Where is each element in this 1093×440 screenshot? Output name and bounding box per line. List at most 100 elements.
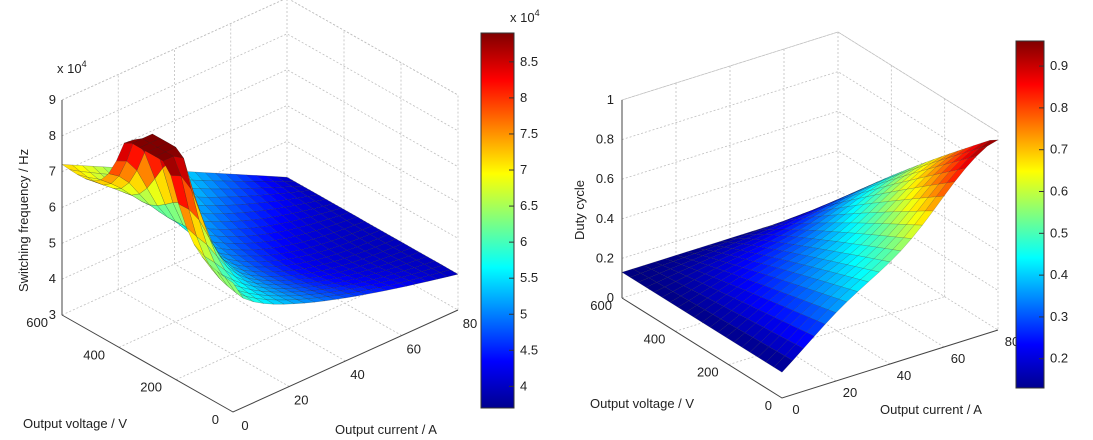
surface-patch	[949, 157, 969, 172]
left-colorbar-tick: 8	[520, 90, 527, 105]
surface-patch	[924, 195, 945, 212]
left-z-exponent: x 104	[57, 59, 87, 76]
left-colorbar-tick: 6	[520, 234, 527, 249]
surface-patch	[917, 166, 937, 179]
surface-patch	[815, 222, 835, 232]
left-y-tick: 0	[212, 412, 219, 427]
right-colorbar-ticks: 0.2 0.3 0.4 0.5 0.6 0.7 0.8 0.9	[1039, 58, 1068, 366]
right-z-tick: 0.8	[596, 132, 614, 147]
surface-patch	[755, 313, 775, 328]
left-x-tick: 20	[294, 393, 308, 408]
surface-patch	[793, 264, 813, 276]
left-colorbar-tick: 5	[520, 306, 527, 321]
surface-patch	[707, 290, 727, 303]
left-x-tick: 80	[463, 316, 477, 331]
right-z-axis-label: Duty cycle	[572, 180, 587, 240]
left-y-tick: 400	[83, 347, 105, 362]
left-colorbar-tick: 4	[520, 378, 527, 393]
surface-patch	[784, 343, 804, 361]
right-z-tick: 0	[607, 290, 614, 305]
surface-patch	[779, 324, 799, 341]
left-colorbar-tick: 7.5	[520, 126, 538, 141]
right-z-tick: 1	[607, 92, 614, 107]
right-x-axis-label: Output current / A	[880, 402, 982, 417]
surface-patch	[801, 266, 821, 278]
right-colorbar-tick: 0.8	[1050, 100, 1068, 115]
surface-patch	[925, 164, 945, 178]
left-x-axis-label: Output current / A	[335, 422, 437, 437]
surface-patch	[790, 223, 812, 231]
right-y-tick: 600	[590, 298, 612, 313]
surface-patch	[879, 223, 899, 237]
surface-patch	[838, 289, 858, 303]
surface-patch	[816, 309, 837, 325]
surface-patch	[691, 283, 711, 295]
left-colorbar-tick: 8.5	[520, 54, 538, 69]
surface-patch	[806, 320, 826, 337]
surface-patch	[771, 320, 791, 337]
right-x-tick: 60	[951, 351, 965, 366]
left-colorbar-tick: 4.5	[520, 342, 538, 357]
surface-patch	[721, 248, 741, 256]
duty-cycle-surface	[621, 139, 999, 373]
surface-patch	[683, 279, 703, 290]
right-colorbar-tick: 0.3	[1050, 309, 1068, 324]
surface-patch	[715, 294, 735, 307]
left-y-tick: 600	[26, 315, 48, 330]
left-x-tick: 40	[350, 367, 364, 382]
left-z-tick: 8	[49, 128, 56, 143]
left-colorbar-tick: 5.5	[520, 270, 538, 285]
surface-patch	[785, 262, 805, 273]
surface-patch	[777, 260, 797, 271]
right-y-tick: 200	[697, 365, 719, 380]
surface-patch	[787, 328, 807, 345]
surface-patch	[773, 355, 794, 373]
right-axes-lines	[621, 100, 999, 399]
right-colorbar	[1015, 40, 1045, 389]
left-z-tick: 4	[49, 271, 56, 286]
surface-patch	[713, 246, 734, 254]
surface-patch	[747, 309, 767, 324]
left-colorbar-exponent: x 104	[510, 8, 540, 25]
left-y-axis-label: Output voltage / V	[23, 416, 127, 431]
surface-patch	[731, 301, 751, 315]
surface-patch	[653, 258, 674, 266]
surface-patch	[807, 222, 827, 231]
left-z-tick: 7	[49, 164, 56, 179]
left-z-tick: 9	[49, 92, 56, 107]
left-axes-lines	[61, 100, 459, 413]
left-z-tick: 3	[49, 307, 56, 322]
frequency-surface	[61, 133, 459, 305]
surface-patch	[769, 259, 789, 269]
right-y-axis-label: Output voltage / V	[590, 396, 694, 411]
surface-patch	[688, 262, 709, 271]
right-colorbar-tick: 0.7	[1050, 142, 1068, 157]
surface-patch	[659, 268, 679, 278]
surface-patch	[847, 222, 867, 234]
left-x-tick: 0	[241, 418, 248, 433]
left-colorbar	[480, 32, 515, 409]
surface-patch	[933, 162, 953, 176]
right-x-tick: 20	[843, 385, 857, 400]
surface-patch	[809, 269, 829, 280]
surface-patch	[675, 275, 695, 286]
left-y-tick: 200	[140, 380, 162, 395]
surface-patch	[795, 332, 815, 349]
right-x-tick: 40	[897, 368, 911, 383]
surface-patch	[763, 316, 783, 332]
right-y-tick: 400	[644, 331, 666, 346]
surface-patch	[723, 298, 743, 311]
right-colorbar-tick: 0.2	[1050, 351, 1068, 366]
left-colorbar-ticks: 4 4.5 5 5.5 6 6.5 7 7.5 8 8.5	[509, 54, 538, 393]
surface-patch	[881, 249, 902, 263]
left-z-tick: 6	[49, 200, 56, 215]
surface-patch	[827, 298, 848, 313]
surface-patch	[697, 244, 717, 250]
left-x-tick: 60	[407, 342, 421, 357]
surface-patch	[823, 222, 843, 232]
frequency-surface-plot: 3 4 5 6 7 8 9 0 20 40 60 80 0 200 400 600 x 104 Switchi…	[16, 0, 540, 437]
right-z-tick: 0.6	[596, 171, 614, 186]
surface-patch	[895, 224, 915, 238]
right-colorbar-tick: 0.6	[1050, 184, 1068, 199]
